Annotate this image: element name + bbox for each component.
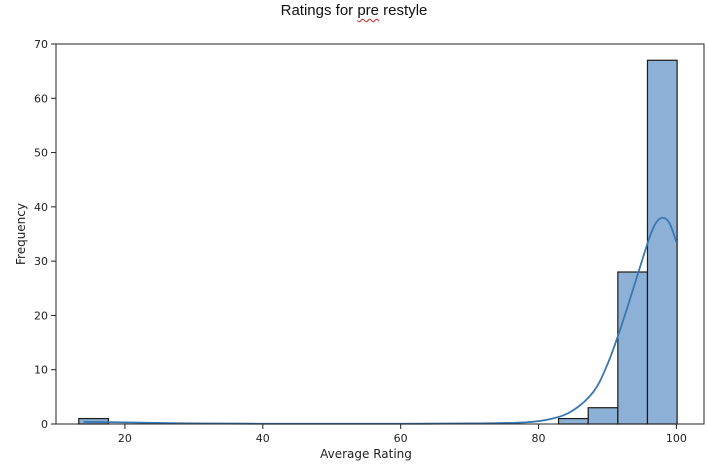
y-tick-label-40: 40: [34, 201, 48, 214]
bars-group: [78, 59, 678, 425]
x-axis-ticks: 20 40 60 80 100: [118, 424, 687, 445]
plot-frame: [55, 43, 705, 425]
kde-curve: [83, 216, 678, 425]
y-tick-label-10: 10: [34, 364, 48, 377]
spellcheck-word: pre: [357, 2, 380, 19]
x-tick-label-60: 60: [394, 432, 408, 445]
y-tick-label-70: 70: [34, 38, 48, 51]
x-tick-label-20: 20: [118, 432, 132, 445]
x-axis-label: Average Rating: [320, 447, 412, 461]
y-tick-label-0: 0: [41, 418, 48, 431]
y-tick-label-60: 60: [34, 92, 48, 105]
chart-title: Ratings for pre restyle: [280, 2, 428, 19]
x-tick-label-40: 40: [256, 432, 270, 445]
y-axis-ticks: 0 10 20 30 40 50 60 70: [34, 38, 56, 431]
y-tick-label-30: 30: [34, 255, 48, 268]
x-tick-label-100: 100: [666, 432, 687, 445]
y-tick-label-20: 20: [34, 309, 48, 322]
histogram-bar-2: [587, 407, 619, 425]
histogram-bar-3: [617, 271, 649, 425]
histogram-bar-1: [557, 417, 589, 425]
x-tick-label-80: 80: [532, 432, 546, 445]
plot-border: [55, 43, 705, 425]
histogram-bar-4: [646, 59, 678, 425]
y-axis-label: Frequency: [14, 203, 28, 265]
y-tick-label-50: 50: [34, 147, 48, 160]
